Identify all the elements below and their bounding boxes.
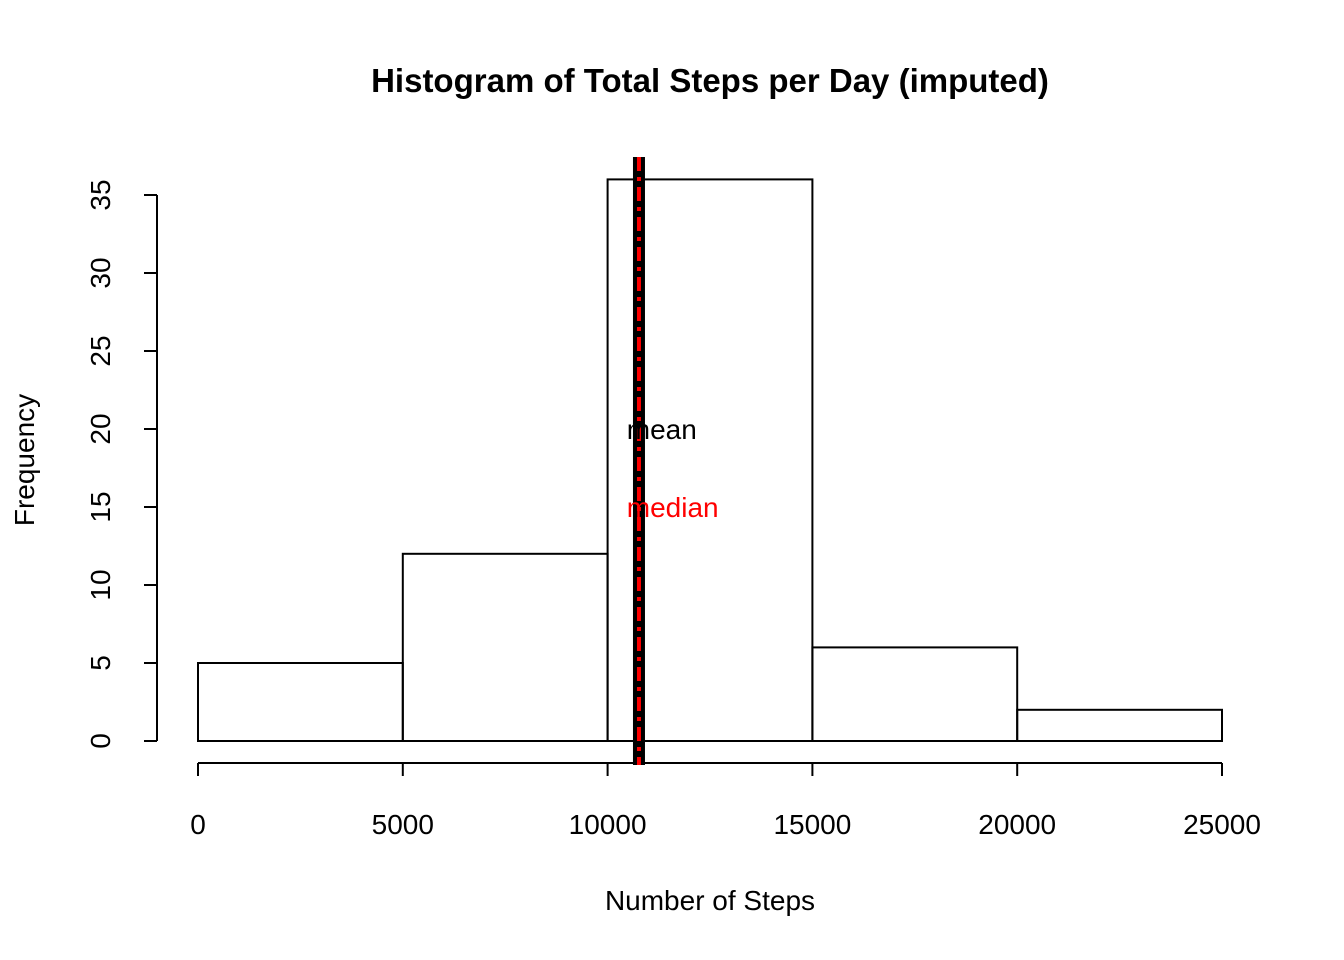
x-tick-label: 5000: [372, 809, 434, 840]
histogram-bar: [401, 552, 609, 742]
y-tick-label: 30: [85, 257, 116, 288]
y-tick-label: 15: [85, 491, 116, 522]
x-tick-label: 15000: [773, 809, 851, 840]
x-axis: 0 5000 10000 15000 20000 25000: [190, 762, 1261, 840]
annotations: mean median: [627, 414, 719, 523]
y-axis-label: Frequency: [9, 394, 40, 526]
y-tick-label: 25: [85, 335, 116, 366]
mean-label: mean: [627, 414, 697, 445]
x-tick-label: 10000: [569, 809, 647, 840]
histogram-bar: [606, 178, 814, 742]
x-axis-label: Number of Steps: [605, 885, 815, 916]
x-tick-label: 25000: [1183, 809, 1261, 840]
x-tick-label: 20000: [978, 809, 1056, 840]
y-tick-label: 20: [85, 413, 116, 444]
histogram-bar: [197, 662, 404, 742]
y-tick-label: 10: [85, 569, 116, 600]
y-axis: 0 5 10 15 20 25 30 35: [85, 179, 158, 749]
histogram-bars: [197, 178, 1224, 743]
histogram-bar: [811, 646, 1019, 743]
median-label: median: [627, 492, 719, 523]
histogram-bar: [1016, 708, 1224, 742]
chart-title: Histogram of Total Steps per Day (impute…: [371, 62, 1049, 99]
x-tick-label: 0: [190, 809, 206, 840]
y-tick-label: 5: [85, 655, 116, 671]
y-tick-label: 0: [85, 733, 116, 749]
y-tick-label: 35: [85, 179, 116, 210]
